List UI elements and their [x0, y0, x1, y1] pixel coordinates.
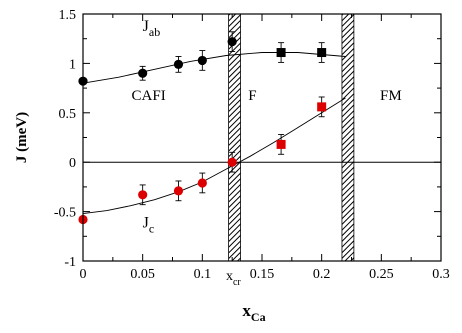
plot-frame [82, 13, 442, 262]
data-point-square [317, 48, 327, 58]
y-tick-label: -1 [64, 255, 76, 270]
data-point-circle [227, 37, 237, 47]
data-point-circle [173, 59, 184, 69]
data-point-circle [197, 55, 207, 66]
data-point-circle [227, 157, 237, 167]
y-tick-label: 1 [69, 57, 76, 72]
data-point-circle [173, 186, 184, 196]
chart-labels: J (meV) xCa CAFI F FM xcr Jab Jc [14, 18, 402, 324]
axis-ticks: 0 0.05 0.1 0.15 0.2 0.25 0.3 -1 -0.5 0 0.5 1 1.5 [54, 8, 450, 282]
hatched-bands [228, 13, 355, 262]
data-point-square [276, 48, 286, 58]
series-label-2: Jc [143, 214, 155, 235]
critical-concentration-label: xcr [226, 269, 241, 288]
fit-curves [82, 52, 346, 215]
y-axis-title: J (meV) [14, 112, 30, 163]
region-label: FM [380, 88, 402, 104]
data-point-circle [197, 178, 207, 188]
hatched-band-1 [228, 13, 241, 262]
data-point-square [276, 139, 286, 149]
y-tick-label: 0.5 [59, 107, 77, 122]
data-point-circle [138, 190, 148, 200]
hatched-band-2 [341, 13, 355, 262]
fit-curve-2 [82, 97, 346, 215]
data-point-square [317, 102, 327, 112]
x-tick-label: 0.1 [194, 267, 212, 282]
data-points [78, 37, 327, 225]
region-label: F [248, 88, 256, 104]
series-label-1: Jab [143, 18, 161, 39]
x-tick-label: 0.15 [250, 267, 275, 282]
x-tick-label: 0 [80, 267, 87, 282]
x-axis-title: xCa [242, 301, 265, 324]
data-point-circle [138, 68, 148, 78]
x-tick-label: 0.25 [369, 267, 394, 282]
x-tick-label: 0.2 [313, 267, 331, 282]
y-tick-label: 1.5 [59, 8, 77, 23]
fit-curve-1 [82, 52, 346, 84]
region-label: CAFI [132, 88, 166, 104]
x-tick-label: 0.05 [130, 267, 155, 282]
y-tick-label: 0 [69, 156, 76, 171]
x-tick-label: 0.3 [432, 267, 450, 282]
y-tick-label: -0.5 [54, 206, 76, 221]
